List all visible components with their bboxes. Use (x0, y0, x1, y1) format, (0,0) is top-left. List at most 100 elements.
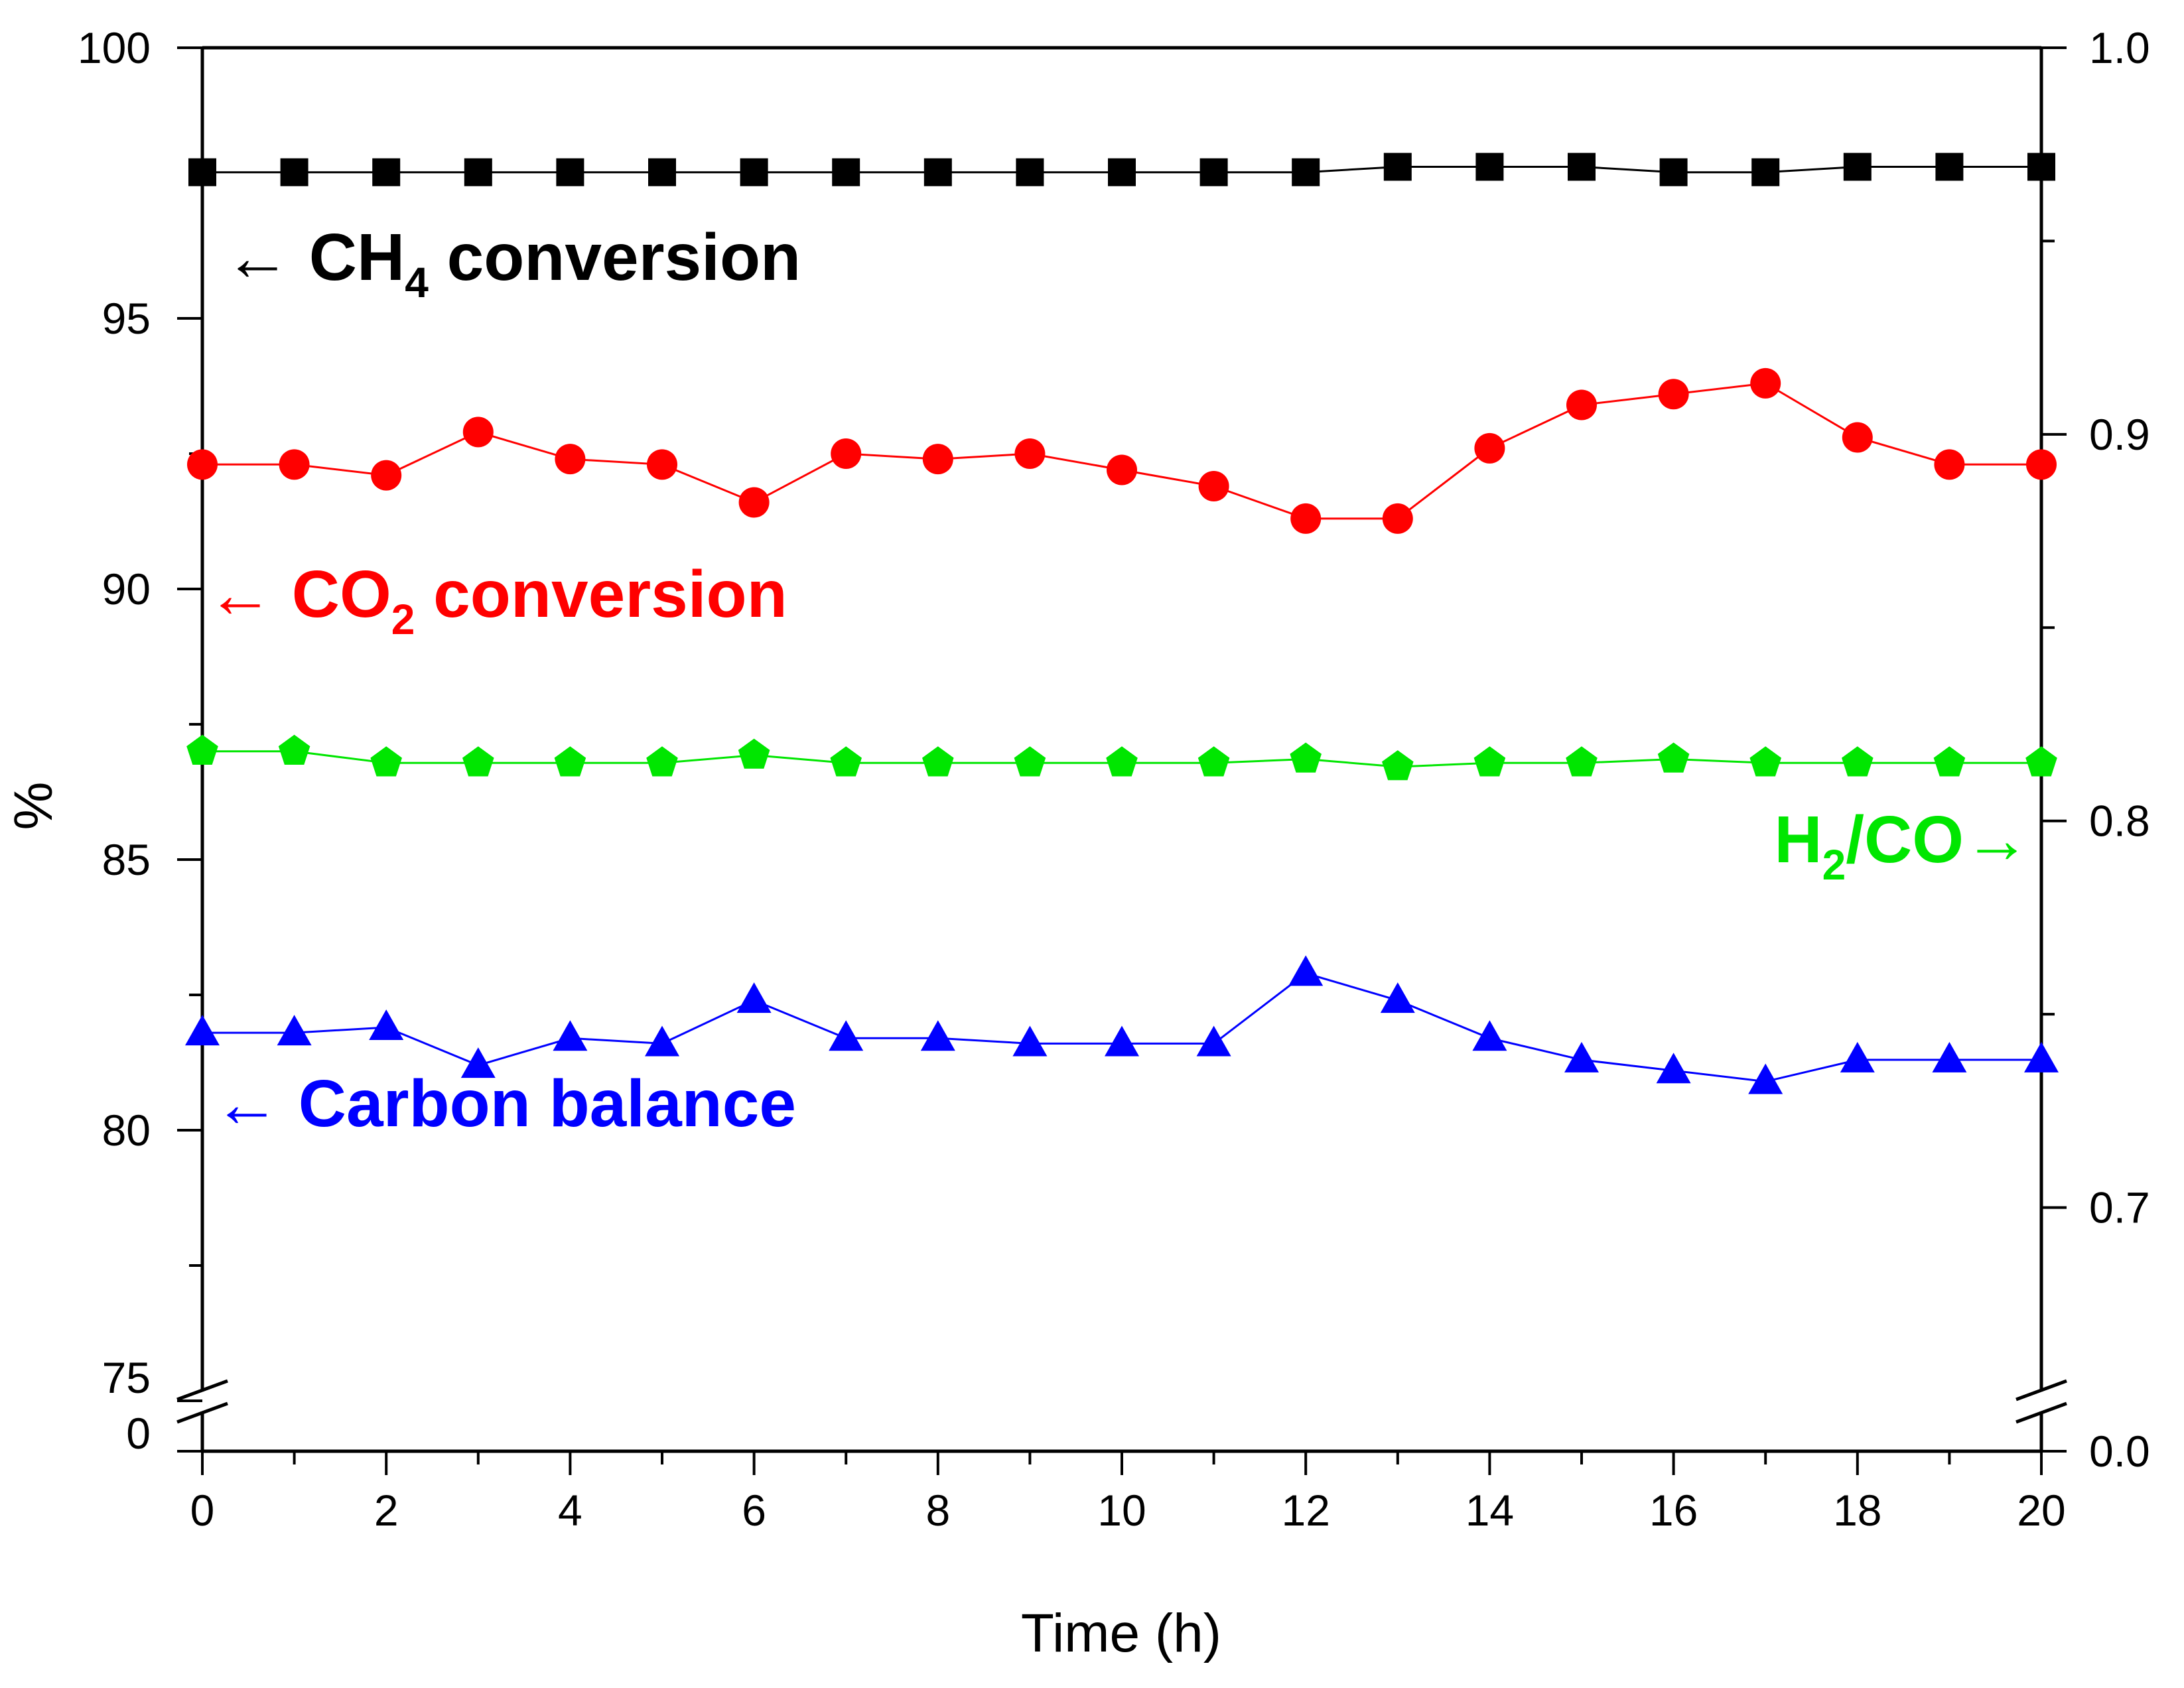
data-point-carbon-balance (1105, 1025, 1139, 1057)
x-tick-label: 0 (190, 1486, 215, 1535)
x-axis-label: Time (h) (1021, 1603, 1221, 1663)
data-point-co2-conversion (1014, 438, 1046, 469)
y-left-tick-label: 95 (102, 294, 151, 343)
data-point-co2-conversion (647, 449, 677, 480)
data-point-h2-co (1657, 742, 1690, 773)
annotation-carbon-balance: ← Carbon balance (214, 1067, 796, 1141)
data-point-co2-conversion (1198, 470, 1229, 501)
data-point-ch4-conversion (1475, 153, 1504, 181)
data-point-h2-co (1014, 746, 1046, 777)
y-axis-label: % (3, 782, 64, 830)
data-point-carbon-balance (277, 1015, 312, 1046)
series-ch4-conversion (188, 153, 2055, 186)
data-point-carbon-balance (736, 982, 772, 1013)
data-point-co2-conversion (462, 417, 494, 448)
series-co2-conversion (187, 367, 2057, 534)
series-layer (185, 153, 2059, 1094)
data-point-carbon-balance (1380, 982, 1415, 1013)
data-point-carbon-balance (1288, 955, 1324, 986)
y-left-tick-label: 0 (126, 1409, 151, 1458)
data-point-h2-co (1749, 746, 1781, 777)
data-point-h2-co (1382, 750, 1414, 781)
x-tick-label: 10 (1097, 1486, 1146, 1535)
data-point-h2-co (2025, 746, 2057, 777)
data-point-carbon-balance (1012, 1025, 1048, 1057)
data-point-h2-co (1473, 746, 1506, 777)
data-point-co2-conversion (1290, 503, 1322, 534)
data-point-carbon-balance (2024, 1041, 2059, 1072)
data-point-co2-conversion (1842, 422, 1873, 453)
data-point-ch4-conversion (832, 158, 860, 186)
y-ticks-right: 0.0 0.7 0.8 0.9 1.0 (2041, 23, 2150, 1476)
x-tick-label: 18 (1833, 1486, 1881, 1535)
axis-break-mark-right-1 (2015, 1401, 2067, 1424)
data-point-co2-conversion (1474, 432, 1505, 464)
data-point-co2-conversion (1107, 454, 1137, 486)
data-point-carbon-balance (1196, 1025, 1231, 1057)
data-point-ch4-conversion (188, 158, 216, 186)
data-point-h2-co (830, 746, 862, 777)
data-point-carbon-balance (369, 1009, 404, 1040)
data-point-co2-conversion (831, 438, 862, 469)
data-point-carbon-balance (185, 1015, 220, 1046)
data-point-ch4-conversion (1568, 153, 1596, 181)
data-point-h2-co (554, 746, 586, 777)
data-point-co2-conversion (279, 449, 310, 480)
data-point-ch4-conversion (1292, 158, 1320, 186)
data-point-carbon-balance (1472, 1020, 1507, 1051)
data-point-carbon-balance (1932, 1041, 1967, 1072)
data-point-h2-co (738, 738, 770, 769)
data-point-h2-co (186, 734, 218, 765)
y-right-tick-label: 0.7 (2089, 1183, 2150, 1232)
y-right-tick-label: 0.0 (2089, 1427, 2150, 1476)
y-left-tick-label: 90 (102, 564, 151, 614)
data-point-carbon-balance (645, 1025, 679, 1057)
axis-break-mark-right-0 (2015, 1379, 2067, 1401)
axis-break-mark-left-0 (176, 1379, 228, 1401)
data-point-co2-conversion (1566, 389, 1597, 421)
data-point-carbon-balance (1840, 1041, 1875, 1072)
data-point-co2-conversion (1382, 503, 1413, 534)
data-point-h2-co (646, 746, 678, 777)
data-point-ch4-conversion (1016, 158, 1044, 186)
annotation-ch4-conversion: ← CH4 conversion (224, 220, 801, 306)
y-left-tick-label: 100 (78, 23, 151, 72)
data-point-h2-co (278, 734, 310, 765)
data-point-co2-conversion (1934, 449, 1965, 480)
data-point-ch4-conversion (2027, 153, 2055, 181)
annotation-h2-co: H2/CO→ (1774, 803, 2030, 889)
data-point-h2-co (1566, 746, 1598, 777)
data-point-h2-co (1197, 746, 1230, 777)
series-line-co2-conversion (202, 382, 2041, 520)
data-point-ch4-conversion (1199, 158, 1228, 186)
x-tick-label: 12 (1281, 1486, 1330, 1535)
x-tick-label: 20 (2017, 1486, 2065, 1535)
data-point-carbon-balance (553, 1020, 588, 1051)
data-point-co2-conversion (738, 487, 770, 518)
data-point-ch4-conversion (464, 158, 492, 186)
data-point-h2-co (370, 746, 402, 777)
data-point-ch4-conversion (1843, 153, 1872, 181)
data-point-carbon-balance (1564, 1041, 1599, 1072)
data-point-ch4-conversion (648, 158, 676, 186)
data-point-h2-co (1106, 746, 1138, 777)
data-point-carbon-balance (920, 1020, 955, 1051)
data-point-h2-co (1290, 742, 1322, 773)
data-point-co2-conversion (1658, 379, 1689, 410)
x-tick-label: 2 (374, 1486, 399, 1535)
series-carbon-balance (185, 955, 2059, 1094)
data-point-co2-conversion (187, 449, 218, 480)
data-point-ch4-conversion (1108, 158, 1136, 186)
data-point-ch4-conversion (280, 158, 308, 186)
data-point-ch4-conversion (372, 158, 401, 186)
data-point-co2-conversion (1750, 367, 1781, 399)
y-ticks-left: 0 75 80 85 90 95 100 (78, 23, 202, 1458)
y-left-tick-label: 75 (102, 1353, 151, 1402)
x-ticks: 0 2 4 6 8 10 12 14 16 18 20 (190, 1451, 2066, 1535)
data-point-co2-conversion (371, 460, 402, 491)
data-point-ch4-conversion (1935, 153, 1964, 181)
data-point-ch4-conversion (740, 158, 768, 186)
x-tick-label: 14 (1466, 1486, 1514, 1535)
series-h2-co (186, 734, 2057, 781)
